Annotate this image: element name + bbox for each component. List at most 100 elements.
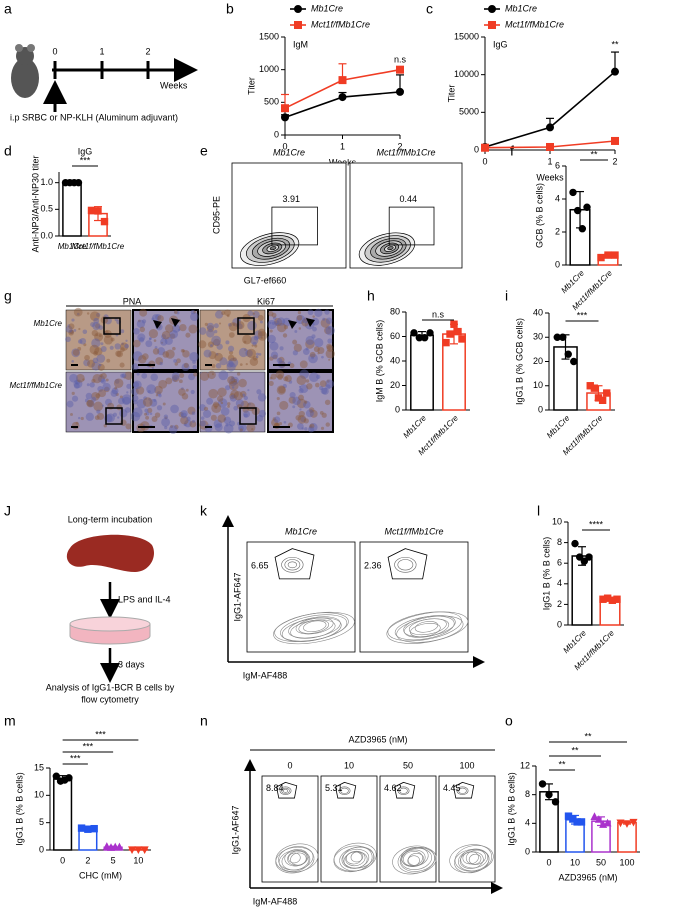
panel-label: b [226, 1, 234, 17]
arrowhead [171, 318, 180, 327]
histology-image [132, 371, 199, 433]
density-contour [396, 615, 464, 643]
tissue-texture [302, 348, 310, 356]
column-header: 100 [459, 760, 474, 770]
data-point [281, 104, 289, 113]
tissue-texture [78, 327, 81, 331]
tissue-texture [319, 411, 324, 415]
tissue-texture [305, 379, 310, 383]
tissue-texture [138, 337, 145, 343]
gate-value: 4.45 [443, 783, 461, 793]
gate [276, 781, 298, 799]
tissue-texture [296, 314, 303, 321]
tissue-texture [257, 314, 264, 321]
density-contour [284, 559, 301, 571]
tissue-texture [319, 386, 324, 391]
density-contour [397, 786, 410, 795]
tissue-texture [104, 386, 110, 393]
tissue-texture [188, 373, 196, 381]
y-tick-label: 10 [34, 790, 44, 800]
y-axis-label: IgG1 B (% B cells) [14, 772, 24, 846]
panel-label: n [200, 713, 208, 729]
density-contour [281, 556, 304, 573]
tissue-texture [276, 317, 286, 326]
tissue-texture [301, 318, 310, 327]
annotation: *** [80, 155, 91, 165]
tissue-texture [298, 388, 304, 394]
y-tick-label: 6 [555, 160, 560, 170]
tissue-texture [206, 397, 214, 405]
tissue-texture [100, 378, 106, 384]
y-tick-label: 12 [520, 760, 530, 770]
y-tick-label: 5 [39, 817, 44, 827]
annotation: ** [611, 39, 619, 49]
tissue-texture [236, 372, 241, 376]
tissue-texture [89, 344, 100, 355]
tissue-texture [115, 392, 119, 397]
tissue-texture [314, 382, 320, 388]
tissue-texture [100, 342, 104, 346]
tissue-texture [229, 393, 236, 400]
tissue-texture [325, 384, 331, 390]
tissue-texture [305, 347, 309, 351]
tissue-texture [233, 391, 243, 401]
tissue-texture [178, 328, 181, 332]
tissue-texture [275, 370, 285, 379]
mouse-icon [15, 44, 23, 52]
tissue-texture [165, 377, 173, 385]
tissue-texture [136, 372, 140, 376]
tissue-texture [314, 308, 323, 317]
tissue-texture [271, 418, 279, 427]
tissue-texture [98, 334, 102, 338]
step-text: flow cytometry [81, 694, 139, 704]
column-header: Mb1Cre [285, 526, 317, 536]
tissue-texture [210, 414, 217, 421]
tissue-texture [208, 351, 217, 360]
tissue-texture [110, 389, 118, 397]
mouse-icon [27, 44, 35, 52]
tissue-texture [121, 394, 132, 405]
chart-title: IgG [78, 146, 93, 156]
tissue-texture [198, 327, 207, 335]
tissue-texture [324, 326, 332, 335]
tissue-texture [178, 379, 183, 384]
tissue-texture [133, 400, 138, 405]
column-header: Mb1Cre [273, 147, 305, 157]
tissue-texture [69, 329, 74, 334]
flow-plot-frame [438, 775, 496, 883]
tissue-texture [270, 373, 277, 380]
density-contour [280, 614, 348, 642]
tissue-texture [320, 318, 331, 328]
x-tick-label: 10 [133, 855, 143, 865]
tissue-texture [188, 324, 198, 334]
tissue-texture [239, 425, 244, 431]
tissue-texture [309, 422, 318, 432]
tissue-texture [213, 323, 219, 329]
tissue-texture [189, 420, 197, 428]
density-contour [387, 611, 462, 642]
tissue-texture [119, 362, 125, 368]
tissue-texture [92, 373, 102, 384]
tissue-texture [149, 337, 152, 340]
tissue-texture [299, 384, 309, 394]
tissue-texture [160, 338, 168, 346]
y-tick-label: 0 [474, 144, 479, 154]
x-tick-label: Mct1f/fMb1Cre [72, 242, 125, 251]
tissue-texture [235, 399, 244, 408]
tissue-texture [239, 363, 243, 366]
tissue-texture [91, 378, 96, 384]
data-point [338, 76, 347, 85]
y-tick-label: 0.5 [40, 204, 53, 214]
data-point [603, 389, 611, 397]
tissue-texture [133, 381, 140, 388]
tissue-texture [217, 414, 226, 423]
tissue-texture [192, 365, 197, 370]
tissue-texture [70, 412, 73, 416]
tissue-texture [206, 325, 215, 333]
tissue-texture [298, 410, 305, 418]
y-axis-label: Titer [446, 85, 456, 103]
tissue-texture [212, 338, 221, 347]
legend-marker [294, 21, 302, 29]
tissue-texture [269, 329, 273, 333]
tissue-texture [104, 398, 112, 406]
